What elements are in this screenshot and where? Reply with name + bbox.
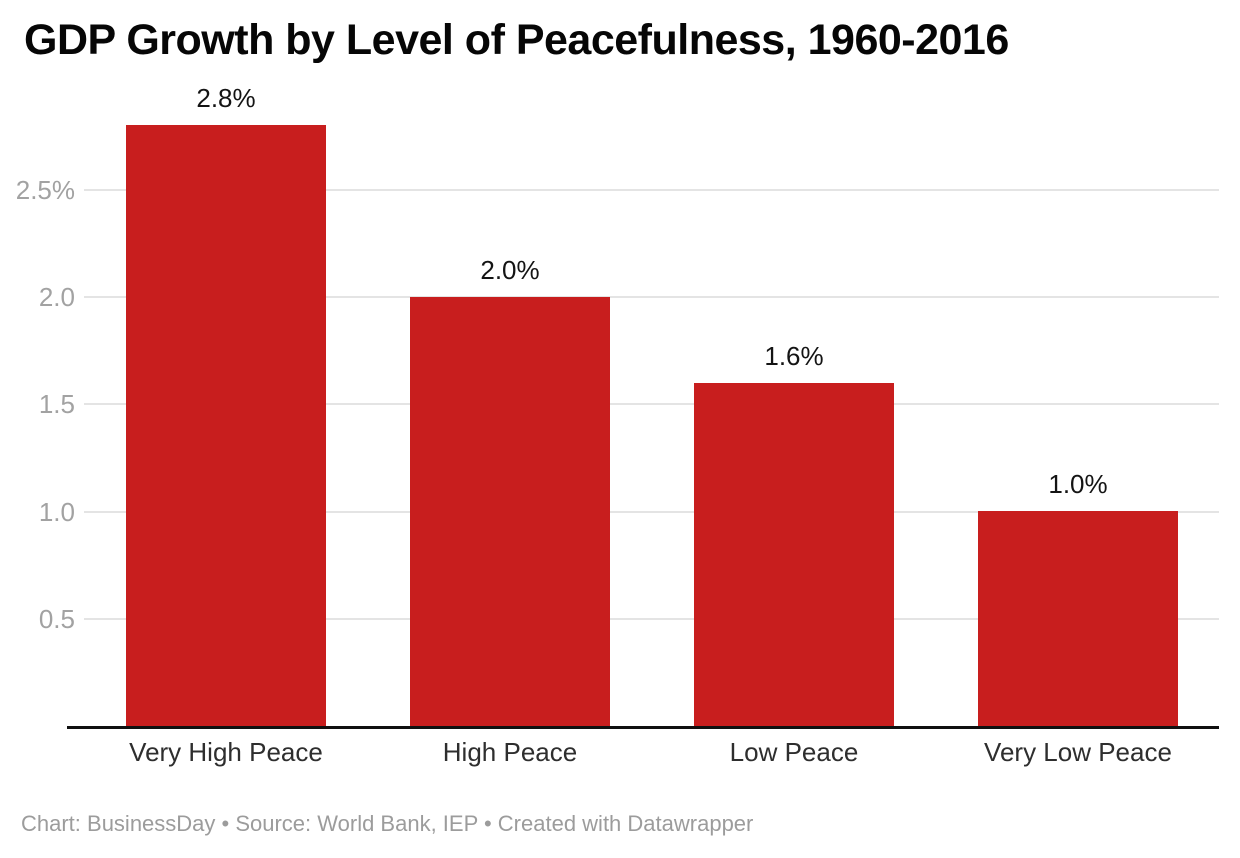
chart-title: GDP Growth by Level of Peacefulness, 196…: [24, 16, 1009, 64]
y-axis-tick-label: 0.5: [38, 604, 75, 634]
chart-footer-credits: Chart: BusinessDay • Source: World Bank,…: [21, 811, 754, 836]
y-axis-tick-label: 2.5%: [15, 175, 75, 205]
x-axis-category-label: High Peace: [442, 737, 578, 767]
x-axis-category-label: Low Peace: [729, 737, 859, 767]
y-gridline: [84, 511, 1219, 513]
y-axis-tick-label: 1.0: [38, 497, 75, 527]
y-axis-tick-label: 2.0: [38, 282, 75, 312]
bar: [978, 511, 1178, 726]
bar-value-label: 1.6%: [764, 341, 824, 371]
bar-value-label: 2.0%: [480, 255, 540, 285]
y-gridline: [84, 189, 1219, 191]
bar: [410, 297, 610, 726]
x-axis-category-label: Very Low Peace: [984, 737, 1172, 767]
bar-value-label: 1.0%: [1048, 469, 1108, 499]
y-gridline: [84, 403, 1219, 405]
bar-value-label: 2.8%: [196, 83, 256, 113]
x-axis-line: [67, 726, 1219, 729]
y-axis-tick-label: 1.5: [38, 389, 75, 419]
bar: [694, 383, 894, 726]
y-gridline: [84, 618, 1219, 620]
x-axis-category-label: Very High Peace: [129, 737, 323, 767]
bar: [126, 125, 326, 726]
y-gridline: [84, 296, 1219, 298]
